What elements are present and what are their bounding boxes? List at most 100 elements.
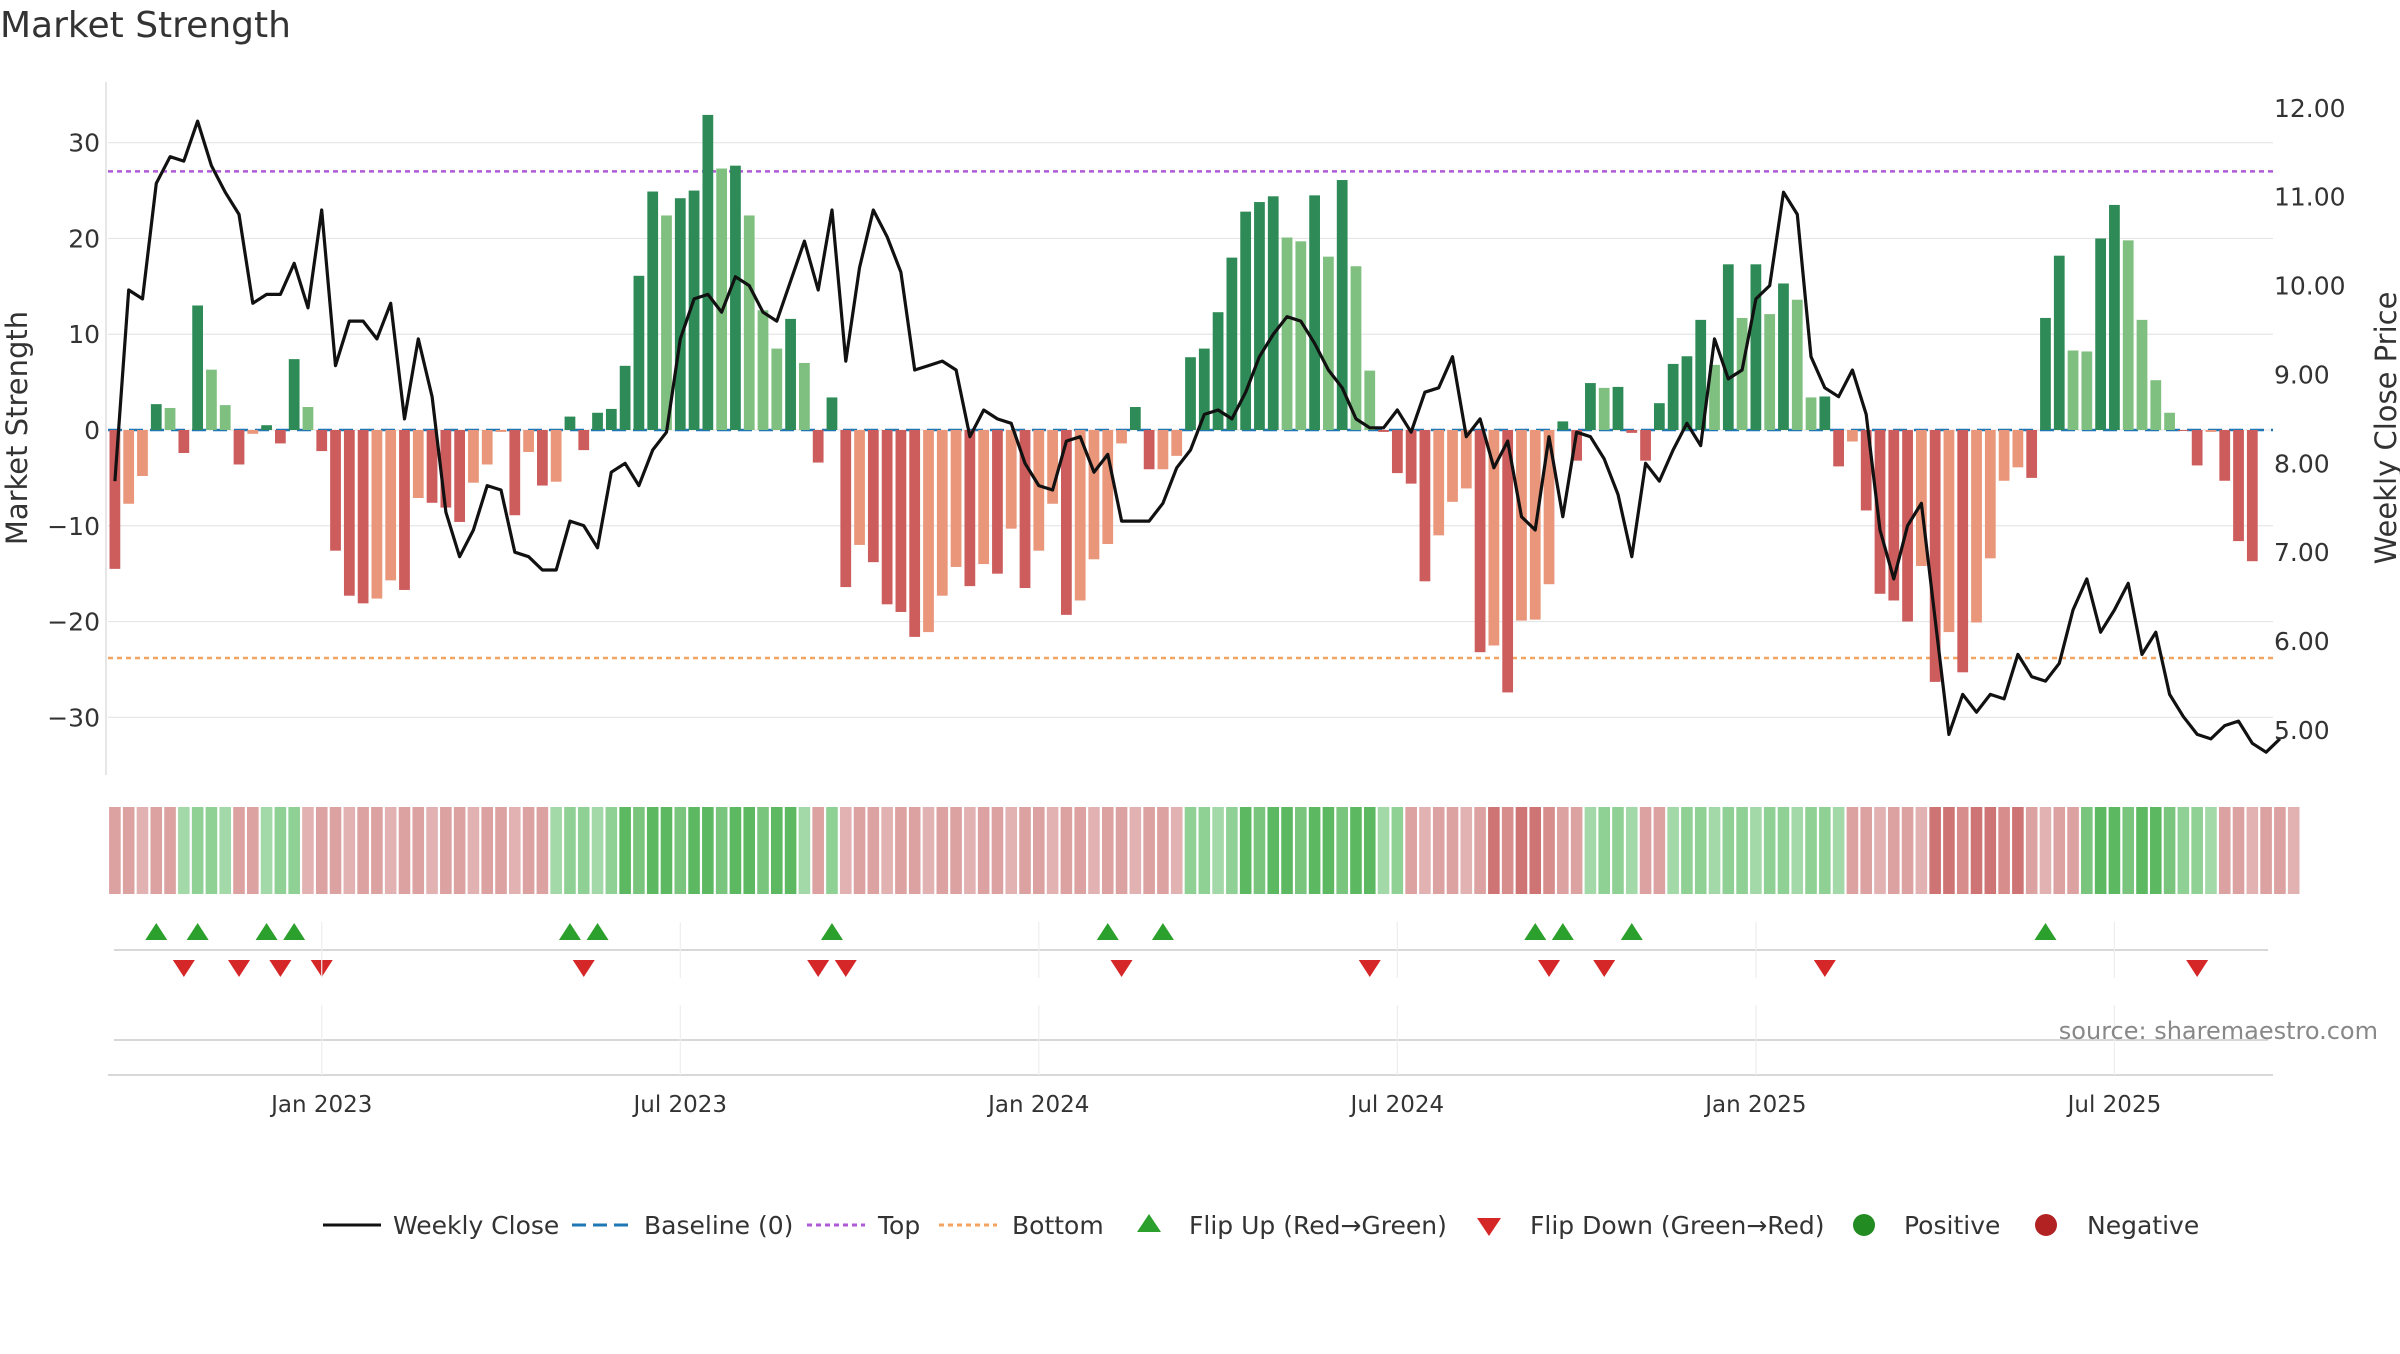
positive-bar [1819, 396, 1831, 430]
positive-bar [1254, 202, 1265, 430]
negative-bar [909, 430, 921, 637]
legend-label: Bottom [1012, 1211, 1104, 1240]
negative-bar [509, 430, 521, 516]
positive-bar [619, 365, 631, 430]
legend-swatch-positive [1853, 1214, 1875, 1236]
positive-bar [1791, 299, 1803, 430]
heat-cell [936, 807, 949, 894]
flip-up-marker [145, 923, 168, 940]
heat-cell [205, 807, 218, 894]
heat-cell [2136, 807, 2148, 894]
heat-cell [1667, 807, 1679, 894]
heat-cell [191, 807, 204, 894]
heat-cell [2025, 807, 2038, 894]
negative-bar [1833, 430, 1844, 467]
heat-cell [247, 807, 259, 894]
positive-bar [1778, 283, 1789, 430]
heat-cell [922, 807, 935, 894]
negative-bar [523, 430, 534, 453]
heat-cell [1956, 807, 1969, 894]
negative-bar [2233, 430, 2244, 542]
heat-cell [2067, 807, 2079, 894]
heat-cell [1915, 807, 1928, 894]
heat-cell [1046, 807, 1059, 894]
strength-heat-band [109, 807, 2300, 894]
negative-bar [426, 430, 438, 503]
negative-bar [1433, 430, 1445, 536]
heat-cell [2260, 807, 2272, 894]
legend-label: Positive [1904, 1211, 2000, 1240]
heat-cell [1584, 807, 1597, 894]
negative-bar [978, 430, 990, 565]
heat-cell [1267, 807, 1280, 894]
x-tick-label: Jan 2023 [269, 1092, 372, 1118]
positive-bar [661, 215, 672, 430]
flip-up-marker [186, 923, 209, 940]
heat-cell [1336, 807, 1348, 894]
heat-cell [2149, 807, 2162, 894]
heat-cell [2191, 807, 2203, 894]
legend-swatch-negative [2035, 1214, 2057, 1236]
positive-bar [1709, 364, 1720, 430]
heat-cell [2218, 807, 2231, 894]
negative-bar [468, 430, 479, 483]
heat-cell [1212, 807, 1224, 894]
heat-cell [164, 807, 176, 894]
positive-bar [2164, 412, 2175, 430]
negative-bar [1019, 430, 1031, 589]
negative-bar [123, 430, 135, 504]
heat-cell [2246, 807, 2259, 894]
negative-bar [1419, 430, 1431, 582]
flip-markers [114, 923, 2268, 977]
y2-axis-label: Weekly Close Price [2369, 292, 2400, 565]
heat-cell [1777, 807, 1790, 894]
negative-bar [1405, 430, 1417, 484]
heat-cell [1226, 807, 1238, 894]
heat-cell [1281, 807, 1293, 894]
legend-label: Flip Up (Red→Green) [1189, 1211, 1447, 1240]
positive-bar [2150, 380, 2162, 430]
flip-down-marker [1538, 960, 1561, 977]
heat-cell [784, 807, 797, 894]
heat-cell [1570, 807, 1583, 894]
legend-label: Baseline (0) [644, 1211, 793, 1240]
heat-cell [150, 807, 163, 894]
heat-cell [674, 807, 687, 894]
positive-bar [1240, 211, 1252, 430]
heat-cell [2039, 807, 2052, 894]
flip-down-marker [269, 960, 292, 977]
heat-cell [2094, 807, 2107, 894]
heat-cell [798, 807, 811, 894]
negative-bar [1516, 430, 1527, 621]
positive-bar [2136, 319, 2148, 430]
flip-down-marker [1593, 960, 1616, 977]
positive-bar [633, 275, 645, 430]
positive-bar [1585, 383, 1596, 430]
heat-cell [729, 807, 742, 894]
heat-cell [1460, 807, 1473, 894]
positive-bar [826, 397, 838, 430]
flip-down-marker [228, 960, 251, 977]
negative-bar [1102, 430, 1114, 544]
x-tick-label: Jul 2023 [631, 1092, 727, 1118]
heat-cell [1722, 807, 1735, 894]
negative-bar [2191, 430, 2203, 466]
flip-up-marker [1620, 923, 1643, 940]
negative-bar [1984, 430, 1996, 559]
flip-up-marker [255, 923, 278, 940]
weekly-close-polyline [113, 119, 2282, 754]
heat-cell [384, 807, 397, 894]
positive-bar [1226, 257, 1238, 430]
negative-bar [1171, 430, 1183, 456]
heat-cell [1708, 807, 1721, 894]
negative-bar [923, 430, 934, 633]
source-label: source: sharemaestro.com [2059, 1017, 2378, 1045]
heat-cell [440, 807, 452, 894]
flip-up-marker [283, 923, 306, 940]
heat-cell [1887, 807, 1900, 894]
negative-bar [1957, 430, 1969, 673]
heat-cell [1625, 807, 1638, 894]
heat-cell [329, 807, 342, 894]
negative-bar [881, 430, 893, 605]
heat-cell [1543, 807, 1555, 894]
